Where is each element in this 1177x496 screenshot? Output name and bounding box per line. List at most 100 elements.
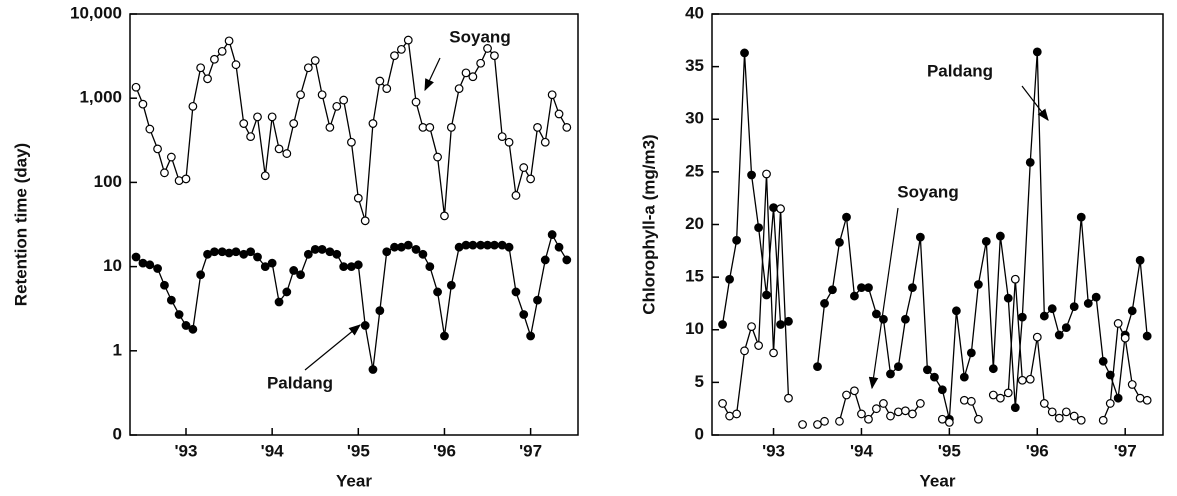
data-point <box>784 393 793 403</box>
data-point <box>368 119 378 128</box>
data-point <box>850 291 859 301</box>
data-point <box>519 310 529 319</box>
data-point <box>403 240 413 250</box>
data-point <box>798 420 807 429</box>
data-point <box>1069 302 1079 311</box>
data-point <box>988 390 998 400</box>
data-point <box>332 101 342 111</box>
data-point <box>174 310 184 319</box>
data-point <box>1010 274 1020 284</box>
data-point <box>893 407 903 417</box>
data-point <box>762 290 771 300</box>
x-tick-label: '94 <box>261 441 284 460</box>
data-point <box>166 295 176 305</box>
data-point <box>375 76 385 86</box>
data-point <box>540 255 550 265</box>
data-point <box>490 240 499 250</box>
data-point <box>820 416 829 426</box>
y-tick-label: 5 <box>695 372 704 391</box>
data-point <box>732 409 742 419</box>
data-point <box>1113 319 1123 328</box>
data-point <box>864 283 873 293</box>
y-tick-label: 15 <box>685 267 704 286</box>
data-point <box>131 82 141 92</box>
data-point <box>944 417 954 427</box>
data-point <box>754 223 763 233</box>
data-point <box>776 320 785 329</box>
x-axis-label: Year <box>336 471 372 490</box>
data-point <box>353 260 363 270</box>
data-point <box>411 245 421 254</box>
y-tick-label: 1,000 <box>79 88 122 107</box>
data-point <box>210 247 219 257</box>
data-point <box>1076 212 1086 222</box>
data-point <box>267 112 277 122</box>
data-point <box>1135 255 1145 265</box>
data-point <box>1076 415 1086 425</box>
y-axis-label: Chlorophyll-a (mg/m3) <box>639 134 658 314</box>
data-point <box>433 152 442 162</box>
data-point <box>403 35 413 45</box>
data-point <box>547 90 557 100</box>
data-point <box>908 409 917 419</box>
data-point <box>813 420 822 429</box>
data-point <box>813 362 822 371</box>
data-point <box>433 287 442 297</box>
annotation-arrow <box>424 57 441 92</box>
data-point <box>296 270 305 280</box>
x-tick-label: '97 <box>1114 441 1137 460</box>
data-point <box>153 264 162 273</box>
data-point <box>260 262 270 272</box>
data-point <box>231 247 241 257</box>
data-point <box>303 249 313 259</box>
x-tick-label: '93 <box>762 441 785 460</box>
data-point <box>959 395 969 405</box>
data-point <box>540 137 550 147</box>
data-point <box>160 280 169 290</box>
data-point <box>1113 393 1123 403</box>
data-point <box>1127 306 1137 316</box>
data-point <box>1025 158 1035 167</box>
data-point <box>1061 323 1071 333</box>
data-point <box>210 54 219 64</box>
data-point <box>554 242 564 252</box>
data-point <box>317 90 327 100</box>
data-point <box>526 331 536 341</box>
data-point <box>296 90 305 100</box>
data-point <box>835 237 844 247</box>
data-point <box>1069 411 1079 421</box>
data-point <box>725 274 734 284</box>
data-point <box>901 406 910 416</box>
data-point <box>468 240 478 250</box>
data-point <box>282 287 292 297</box>
annotation: Paldang <box>267 373 333 392</box>
data-point <box>511 191 521 200</box>
annotation: Paldang <box>927 61 993 80</box>
data-point <box>490 51 499 61</box>
data-point <box>732 235 742 245</box>
data-point <box>1017 375 1027 385</box>
data-point <box>160 168 169 178</box>
data-point <box>282 149 292 158</box>
data-point <box>988 364 998 374</box>
data-point <box>382 247 392 257</box>
data-point <box>196 63 206 73</box>
data-point <box>973 280 983 289</box>
data-point <box>145 124 155 134</box>
series-line <box>721 51 1148 420</box>
data-point <box>1105 370 1115 380</box>
data-point <box>131 252 141 262</box>
annotation-arrow <box>304 324 361 371</box>
data-point <box>747 170 756 180</box>
data-point <box>418 249 428 259</box>
data-point <box>718 399 727 408</box>
y-tick-label: 10 <box>103 256 122 275</box>
data-point <box>886 369 895 379</box>
data-point <box>526 174 536 184</box>
y-tick-label: 100 <box>94 172 122 191</box>
data-point <box>1142 395 1152 405</box>
x-tick-label: '95 <box>938 441 961 460</box>
data-point <box>864 414 873 424</box>
y-tick-label: 0 <box>113 424 122 443</box>
data-point <box>908 283 917 293</box>
